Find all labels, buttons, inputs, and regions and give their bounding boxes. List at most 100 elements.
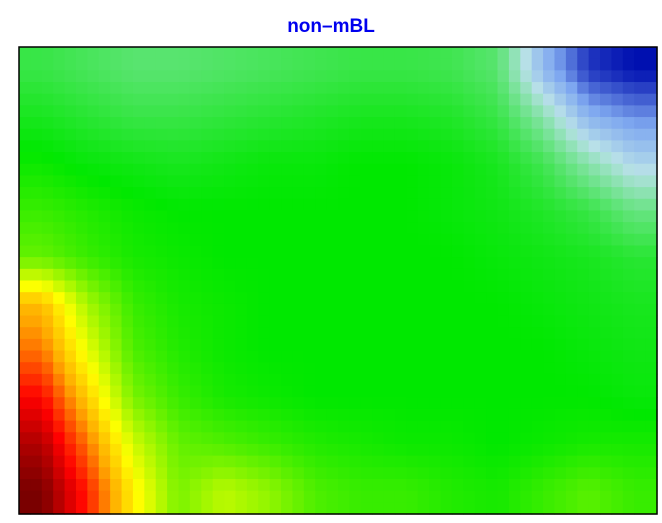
heatmap-cell <box>486 117 499 130</box>
heatmap-cell <box>155 93 168 106</box>
heatmap-cell <box>554 443 567 457</box>
heatmap-cell <box>554 70 567 83</box>
heatmap-cell <box>121 280 134 293</box>
heatmap-cell <box>75 303 88 317</box>
heatmap-cell <box>645 152 658 165</box>
heatmap-cell <box>474 47 487 60</box>
heatmap-cell <box>565 327 578 340</box>
heatmap-cell <box>622 128 635 142</box>
heatmap-cell <box>224 70 237 83</box>
heatmap-cell <box>554 117 567 130</box>
heatmap-cell <box>189 210 202 223</box>
heatmap-cell <box>19 502 31 515</box>
heatmap-cell <box>19 268 31 282</box>
heatmap-cell <box>167 198 180 212</box>
heatmap-cell <box>269 327 282 340</box>
heatmap-cell <box>577 210 590 223</box>
heatmap-cell <box>520 432 533 445</box>
heatmap-cell <box>155 397 168 410</box>
heatmap-cell <box>167 385 180 398</box>
heatmap-cell <box>577 245 590 258</box>
heatmap-cell <box>372 502 385 515</box>
heatmap-cell <box>406 82 419 95</box>
heatmap-cell <box>338 292 350 305</box>
heatmap-cell <box>634 175 647 188</box>
heatmap-cell <box>634 408 647 422</box>
heatmap-cell <box>497 58 510 71</box>
heatmap-cell <box>178 432 191 445</box>
heatmap-cell <box>235 245 248 258</box>
heatmap-cell <box>577 82 590 95</box>
heatmap-cell <box>167 502 180 515</box>
heatmap-cell <box>520 198 533 212</box>
heatmap-cell <box>349 338 362 352</box>
heatmap-cell <box>508 432 521 445</box>
heatmap-cell <box>543 175 556 188</box>
heatmap-cell <box>600 175 613 188</box>
heatmap-cell <box>360 210 373 223</box>
heatmap-cell <box>258 47 271 60</box>
heatmap-cell <box>87 397 100 410</box>
heatmap-cell <box>326 58 339 71</box>
heatmap-cell <box>315 152 328 165</box>
heatmap-cell <box>19 93 31 106</box>
heatmap-cell <box>383 222 396 235</box>
heatmap-cell <box>645 315 658 328</box>
heatmap-cell <box>121 455 134 468</box>
heatmap-cell <box>543 93 556 106</box>
heatmap-cell <box>338 455 350 468</box>
heatmap-cell <box>87 420 100 433</box>
heatmap-cell <box>315 187 328 200</box>
heatmap-cell <box>224 268 237 282</box>
heatmap-cell <box>508 257 521 270</box>
heatmap-cell <box>486 478 499 492</box>
heatmap-cell <box>531 478 544 492</box>
heatmap-cell <box>110 432 123 445</box>
heatmap-cell <box>451 58 464 71</box>
heatmap-cell <box>189 140 202 153</box>
heatmap-cell <box>75 47 88 60</box>
heatmap-cell <box>406 397 419 410</box>
heatmap-cell <box>189 490 202 503</box>
heatmap-cell <box>383 140 396 153</box>
heatmap-cell <box>394 338 407 352</box>
heatmap-cell <box>588 82 601 95</box>
heatmap-cell <box>19 257 31 270</box>
heatmap-cell <box>531 47 544 60</box>
heatmap-cell <box>189 467 202 480</box>
heatmap-cell <box>201 128 214 142</box>
heatmap-cell <box>64 70 77 83</box>
heatmap-cell <box>508 338 521 352</box>
heatmap-cell <box>508 210 521 223</box>
heatmap-cell <box>98 233 111 247</box>
heatmap-cell <box>497 350 510 363</box>
heatmap-cell <box>463 47 476 60</box>
heatmap-cell <box>497 163 510 177</box>
heatmap-cell <box>451 397 464 410</box>
heatmap-cell <box>338 117 350 130</box>
heatmap-cell <box>189 175 202 188</box>
heatmap-cell <box>338 443 350 457</box>
heatmap-cell <box>440 408 453 422</box>
heatmap-cell <box>611 315 624 328</box>
heatmap-cell <box>75 478 88 492</box>
heatmap-cell <box>121 117 134 130</box>
heatmap-cell <box>224 198 237 212</box>
heatmap-cell <box>531 280 544 293</box>
heatmap-cell <box>372 373 385 387</box>
heatmap-cell <box>326 47 339 60</box>
heatmap-cell <box>531 443 544 457</box>
heatmap-cell <box>201 315 214 328</box>
heatmap-cell <box>417 502 430 515</box>
heatmap-cell <box>406 58 419 71</box>
heatmap-cell <box>440 397 453 410</box>
heatmap-cell <box>588 233 601 247</box>
heatmap-cell <box>189 152 202 165</box>
heatmap-cell <box>417 315 430 328</box>
heatmap-cell <box>246 128 259 142</box>
heatmap-cell <box>315 140 328 153</box>
heatmap-cell <box>212 47 225 60</box>
heatmap-cell <box>497 70 510 83</box>
heatmap-cell <box>406 93 419 106</box>
heatmap-cell <box>600 152 613 165</box>
